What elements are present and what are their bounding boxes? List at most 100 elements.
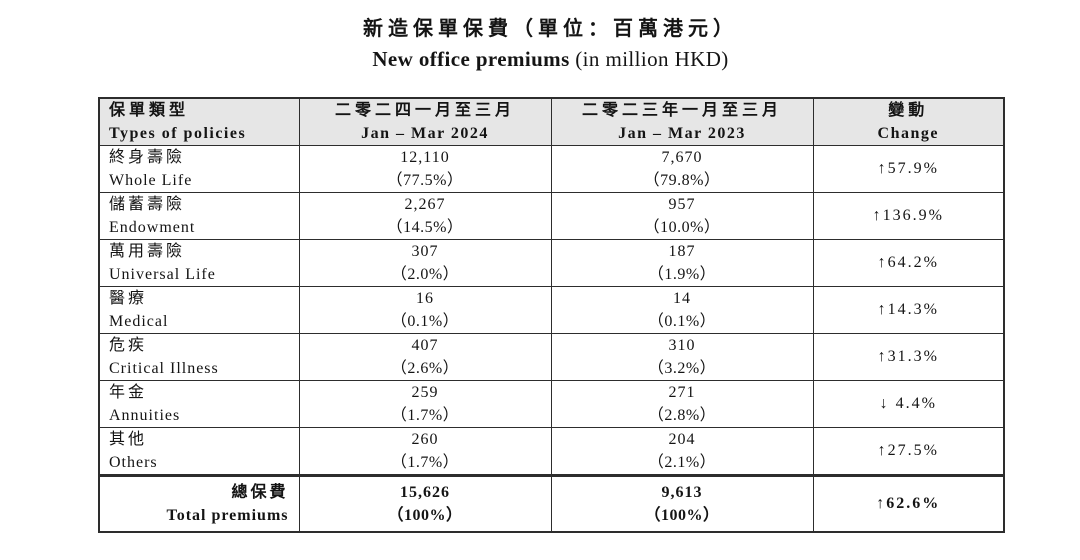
premiums-table: 保單類型 Types of policies 二零二四一月至三月 Jan – M…	[98, 97, 1005, 533]
premium-2024-share: （0.1%）	[390, 313, 460, 330]
header-period-2024: 二零二四一月至三月 Jan – Mar 2024	[298, 97, 552, 146]
policy-type-cell: 終身壽險 Whole Life	[98, 145, 300, 193]
premium-2023-value: 14	[673, 290, 691, 307]
premium-2024-share: （77.5%）	[386, 172, 464, 189]
header-change: 變動 Change	[812, 97, 1005, 146]
policy-type-zh: 危疾	[109, 337, 148, 354]
header-change-en: Change	[877, 125, 939, 142]
total-2024-share: （100%）	[387, 507, 463, 524]
header-policy-types-zh: 保單類型	[109, 102, 190, 119]
total-change-cell: ↑62.6%	[812, 474, 1005, 533]
premium-2023-share: （1.9%）	[647, 266, 717, 283]
premium-2024-share: （2.6%）	[390, 360, 460, 377]
premium-2023-share: （0.1%）	[647, 313, 717, 330]
policy-type-zh: 儲蓄壽險	[109, 196, 186, 213]
premium-2023-cell: 204 （2.1%）	[550, 427, 814, 476]
policy-type-cell: 醫療 Medical	[98, 286, 300, 334]
table-header-row: 保單類型 Types of policies 二零二四一月至三月 Jan – M…	[98, 97, 1005, 146]
change-cell: ↑14.3%	[812, 286, 1005, 334]
title-chinese: 新造保單保費（單位：百萬港元）	[363, 18, 738, 40]
header-policy-types: 保單類型 Types of policies	[98, 97, 300, 146]
table-row-others: 其他 Others 260 （1.7%） 204 （2.1%） ↑27.5%	[98, 427, 1005, 476]
total-2023-share: （100%）	[644, 507, 720, 524]
policy-type-en: Whole Life	[109, 172, 193, 189]
policy-type-cell: 儲蓄壽險 Endowment	[98, 192, 300, 240]
policy-type-zh: 醫療	[109, 290, 148, 307]
premium-2023-share: （2.1%）	[647, 454, 717, 471]
header-period-2024-en: Jan – Mar 2024	[361, 125, 489, 142]
premium-2024-value: 2,267	[404, 196, 446, 213]
premium-2023-value: 310	[668, 337, 696, 354]
premium-2024-cell: 259 （1.7%）	[298, 380, 552, 428]
premium-2024-share: （14.5%）	[386, 219, 464, 236]
premium-2023-share: （10.0%）	[643, 219, 721, 236]
premium-2023-cell: 957 （10.0%）	[550, 192, 814, 240]
document-header: 新造保單保費（單位：百萬港元） New office premiums (in …	[98, 14, 1003, 75]
premium-2023-share: （3.2%）	[647, 360, 717, 377]
policy-type-en: Others	[109, 454, 158, 471]
table-row-medical: 醫療 Medical 16 （0.1%） 14 （0.1%） ↑14.3%	[98, 286, 1005, 334]
premium-2024-cell: 260 （1.7%）	[298, 427, 552, 476]
policy-type-en: Medical	[109, 313, 169, 330]
change-cell: ↓ 4.4%	[812, 380, 1005, 428]
header-period-2023: 二零二三年一月至三月 Jan – Mar 2023	[550, 97, 814, 146]
policy-type-cell: 年金 Annuities	[98, 380, 300, 428]
premium-2023-cell: 310 （3.2%）	[550, 333, 814, 381]
premium-2023-cell: 187 （1.9%）	[550, 239, 814, 287]
premium-2023-cell: 7,670 （79.8%）	[550, 145, 814, 193]
policy-type-zh: 年金	[109, 384, 148, 401]
premium-2023-cell: 271 （2.8%）	[550, 380, 814, 428]
header-period-2024-zh: 二零二四一月至三月	[334, 102, 515, 119]
policy-type-en: Endowment	[109, 219, 196, 236]
total-2024-value: 15,626	[400, 484, 450, 501]
table-row-critical-illness: 危疾 Critical Illness 407 （2.6%） 310 （3.2%…	[98, 333, 1005, 381]
premium-2024-value: 307	[411, 243, 439, 260]
header-policy-types-en: Types of policies	[109, 125, 247, 142]
policy-type-cell: 危疾 Critical Illness	[98, 333, 300, 381]
policy-type-en: Critical Illness	[109, 360, 219, 377]
policy-type-zh: 終身壽險	[109, 149, 186, 166]
change-cell: ↑31.3%	[812, 333, 1005, 381]
premium-2024-share: （1.7%）	[390, 407, 460, 424]
premium-2024-cell: 12,110 （77.5%）	[298, 145, 552, 193]
total-label-zh: 總保費	[231, 484, 289, 501]
header-period-2023-zh: 二零二三年一月至三月	[581, 102, 782, 119]
change-cell: ↑27.5%	[812, 427, 1005, 476]
policy-type-en: Annuities	[109, 407, 181, 424]
premium-2023-value: 271	[668, 384, 696, 401]
premium-2023-value: 957	[668, 196, 696, 213]
policy-type-cell: 其他 Others	[98, 427, 300, 476]
total-2023-value: 9,613	[661, 484, 703, 501]
policy-type-en: Universal Life	[109, 266, 216, 283]
total-label-en: Total premiums	[166, 507, 289, 524]
premium-2024-value: 407	[411, 337, 439, 354]
total-label-cell: 總保費 Total premiums	[98, 474, 300, 533]
title-english-unit: (in million HKD)	[569, 47, 729, 71]
premium-2024-share: （2.0%）	[390, 266, 460, 283]
title-english-main: New office premiums	[372, 47, 570, 71]
header-change-zh: 變動	[888, 102, 929, 119]
total-2023-cell: 9,613 （100%）	[550, 474, 814, 533]
change-cell: ↑57.9%	[812, 145, 1005, 193]
table-row-universal-life: 萬用壽險 Universal Life 307 （2.0%） 187 （1.9%…	[98, 239, 1005, 287]
header-period-2023-en: Jan – Mar 2023	[618, 125, 746, 142]
premium-2024-cell: 2,267 （14.5%）	[298, 192, 552, 240]
table-row-endowment: 儲蓄壽險 Endowment 2,267 （14.5%） 957 （10.0%）…	[98, 192, 1005, 240]
premium-2023-cell: 14 （0.1%）	[550, 286, 814, 334]
total-2024-cell: 15,626 （100%）	[298, 474, 552, 533]
premium-2024-value: 12,110	[400, 149, 450, 166]
policy-type-zh: 萬用壽險	[109, 243, 186, 260]
premium-2023-share: （2.8%）	[647, 407, 717, 424]
policy-type-cell: 萬用壽險 Universal Life	[98, 239, 300, 287]
premium-2023-value: 7,670	[661, 149, 703, 166]
premium-2024-cell: 307 （2.0%）	[298, 239, 552, 287]
policy-type-zh: 其他	[109, 431, 148, 448]
table-row-whole-life: 終身壽險 Whole Life 12,110 （77.5%） 7,670 （79…	[98, 145, 1005, 193]
title-english: New office premiums (in million HKD)	[98, 44, 1003, 75]
table-row-total: 總保費 Total premiums 15,626 （100%） 9,613 （…	[98, 474, 1005, 533]
premium-2023-value: 187	[668, 243, 696, 260]
premium-2024-cell: 16 （0.1%）	[298, 286, 552, 334]
table-row-annuities: 年金 Annuities 259 （1.7%） 271 （2.8%） ↓ 4.4…	[98, 380, 1005, 428]
premium-2023-share: （79.8%）	[643, 172, 721, 189]
